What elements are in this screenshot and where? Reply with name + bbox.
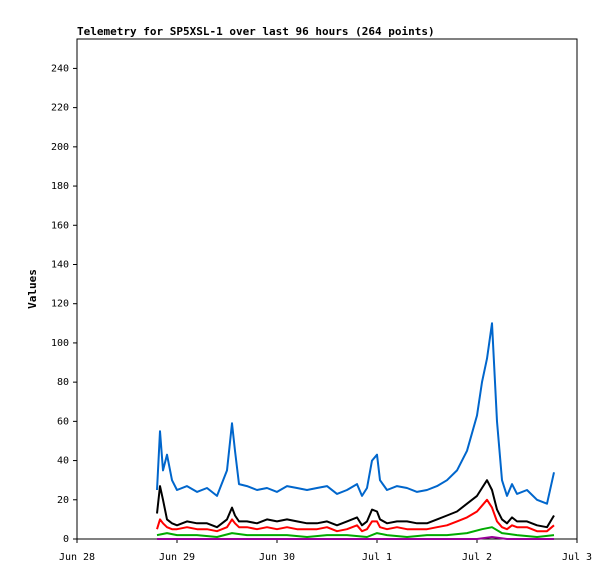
y-tick-label: 20 [57, 495, 69, 506]
chart-title: Telemetry for SP5XSL-1 over last 96 hour… [77, 25, 435, 38]
series-layer [156, 322, 555, 540]
y-tick-label: 140 [51, 259, 69, 270]
y-tick-label: 120 [51, 299, 69, 310]
x-tick-label: Jun 28 [59, 552, 95, 563]
y-tick-label: 60 [57, 416, 69, 427]
series-line-4 [156, 526, 555, 538]
y-tick-label: 100 [51, 338, 69, 349]
y-tick-label: 180 [51, 181, 69, 192]
y-axis-label: Values [26, 269, 39, 309]
y-axis: 0 20 40 60 80 100 120 140 160 180 200 220 240 [51, 63, 77, 545]
series-line-2 [156, 479, 555, 529]
plot-area [76, 38, 578, 540]
x-tick-label: Jun 29 [159, 552, 195, 563]
series-line-3 [156, 498, 555, 533]
x-tick-label: Jul 3 [562, 552, 592, 563]
y-tick-label: 240 [51, 63, 69, 74]
series-line-5 [157, 536, 554, 540]
y-tick-label: 220 [51, 103, 69, 114]
x-axis: Jun 28 Jun 29 Jun 30 Jul 1 Jul 2 Jul 3 [59, 539, 592, 563]
y-tick-label: 40 [57, 456, 69, 467]
x-tick-label: Jun 30 [259, 552, 295, 563]
y-tick-label: 200 [51, 142, 69, 153]
x-tick-label: Jul 1 [362, 552, 392, 563]
y-tick-label: 0 [63, 534, 69, 545]
x-tick-label: Jul 2 [462, 552, 492, 563]
y-tick-label: 80 [57, 377, 69, 388]
y-tick-label: 160 [51, 220, 69, 231]
series-line-1 [156, 322, 555, 505]
